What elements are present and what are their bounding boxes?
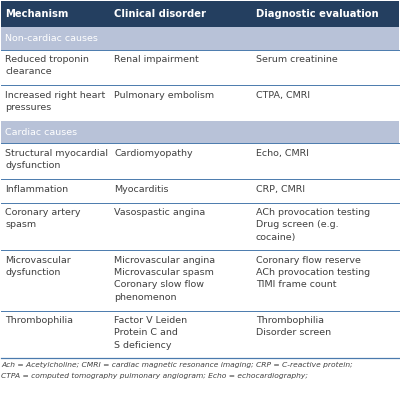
Text: Vasospastic angina: Vasospastic angina (114, 208, 206, 217)
Text: Protein C and: Protein C and (114, 328, 178, 337)
Text: phenomenon: phenomenon (114, 293, 177, 302)
Text: spasm: spasm (5, 220, 36, 230)
Text: Clinical disorder: Clinical disorder (114, 9, 206, 19)
Text: cocaine): cocaine) (256, 232, 296, 242)
Text: Microvascular spasm: Microvascular spasm (114, 268, 214, 277)
Text: Serum creatinine: Serum creatinine (256, 55, 338, 64)
Bar (1, 202, 399, 250)
Bar (1, 85, 399, 121)
Text: Microvascular angina: Microvascular angina (114, 256, 216, 265)
Text: Cardiac causes: Cardiac causes (5, 128, 77, 137)
Text: Coronary artery: Coronary artery (5, 208, 80, 217)
Bar (1, 1, 399, 28)
Text: ACh provocation testing: ACh provocation testing (256, 208, 370, 217)
Text: Disorder screen: Disorder screen (256, 328, 331, 337)
Text: Cardiomyopathy: Cardiomyopathy (114, 149, 193, 158)
Bar (1, 121, 399, 143)
Bar (1, 250, 399, 310)
Text: Thrombophilia: Thrombophilia (256, 316, 324, 325)
Text: pressures: pressures (5, 103, 51, 112)
Text: Coronary flow reserve: Coronary flow reserve (256, 256, 361, 265)
Text: Echo, CMRI: Echo, CMRI (256, 149, 309, 158)
Text: Thrombophilia: Thrombophilia (5, 316, 73, 325)
Text: Increased right heart: Increased right heart (5, 91, 105, 100)
Text: Ach = Acetylcholine; CMRI = cardiac magnetic resonance imaging; CRP = C-reactive: Ach = Acetylcholine; CMRI = cardiac magn… (1, 362, 353, 368)
Bar (1, 143, 399, 179)
Bar (1, 310, 399, 358)
Text: Coronary slow flow: Coronary slow flow (114, 280, 204, 290)
Text: CTPA = computed tomography pulmonary angiogram; Echo = echocardiography;: CTPA = computed tomography pulmonary ang… (1, 373, 308, 379)
Text: Pulmonary embolism: Pulmonary embolism (114, 91, 214, 100)
Text: Diagnostic evaluation: Diagnostic evaluation (256, 9, 378, 19)
Text: Microvascular: Microvascular (5, 256, 71, 265)
Bar (1, 50, 399, 85)
Text: Reduced troponin: Reduced troponin (5, 55, 89, 64)
Text: ACh provocation testing: ACh provocation testing (256, 268, 370, 277)
Text: Factor V Leiden: Factor V Leiden (114, 316, 188, 325)
Text: CTPA, CMRI: CTPA, CMRI (256, 91, 310, 100)
Text: Renal impairment: Renal impairment (114, 55, 199, 64)
Text: Drug screen (e.g.: Drug screen (e.g. (256, 220, 338, 230)
Text: dysfunction: dysfunction (5, 161, 60, 170)
Text: Structural myocardial: Structural myocardial (5, 149, 108, 158)
Text: clearance: clearance (5, 68, 52, 76)
Bar (1, 179, 399, 202)
Text: CRP, CMRI: CRP, CMRI (256, 185, 305, 194)
Text: dysfunction: dysfunction (5, 268, 60, 277)
Text: Non-cardiac causes: Non-cardiac causes (5, 34, 98, 43)
Text: Inflammation: Inflammation (5, 185, 68, 194)
Text: Myocarditis: Myocarditis (114, 185, 169, 194)
Bar (1, 28, 399, 50)
Text: Mechanism: Mechanism (5, 9, 68, 19)
Text: S deficiency: S deficiency (114, 340, 172, 350)
Text: TIMI frame count: TIMI frame count (256, 280, 336, 290)
